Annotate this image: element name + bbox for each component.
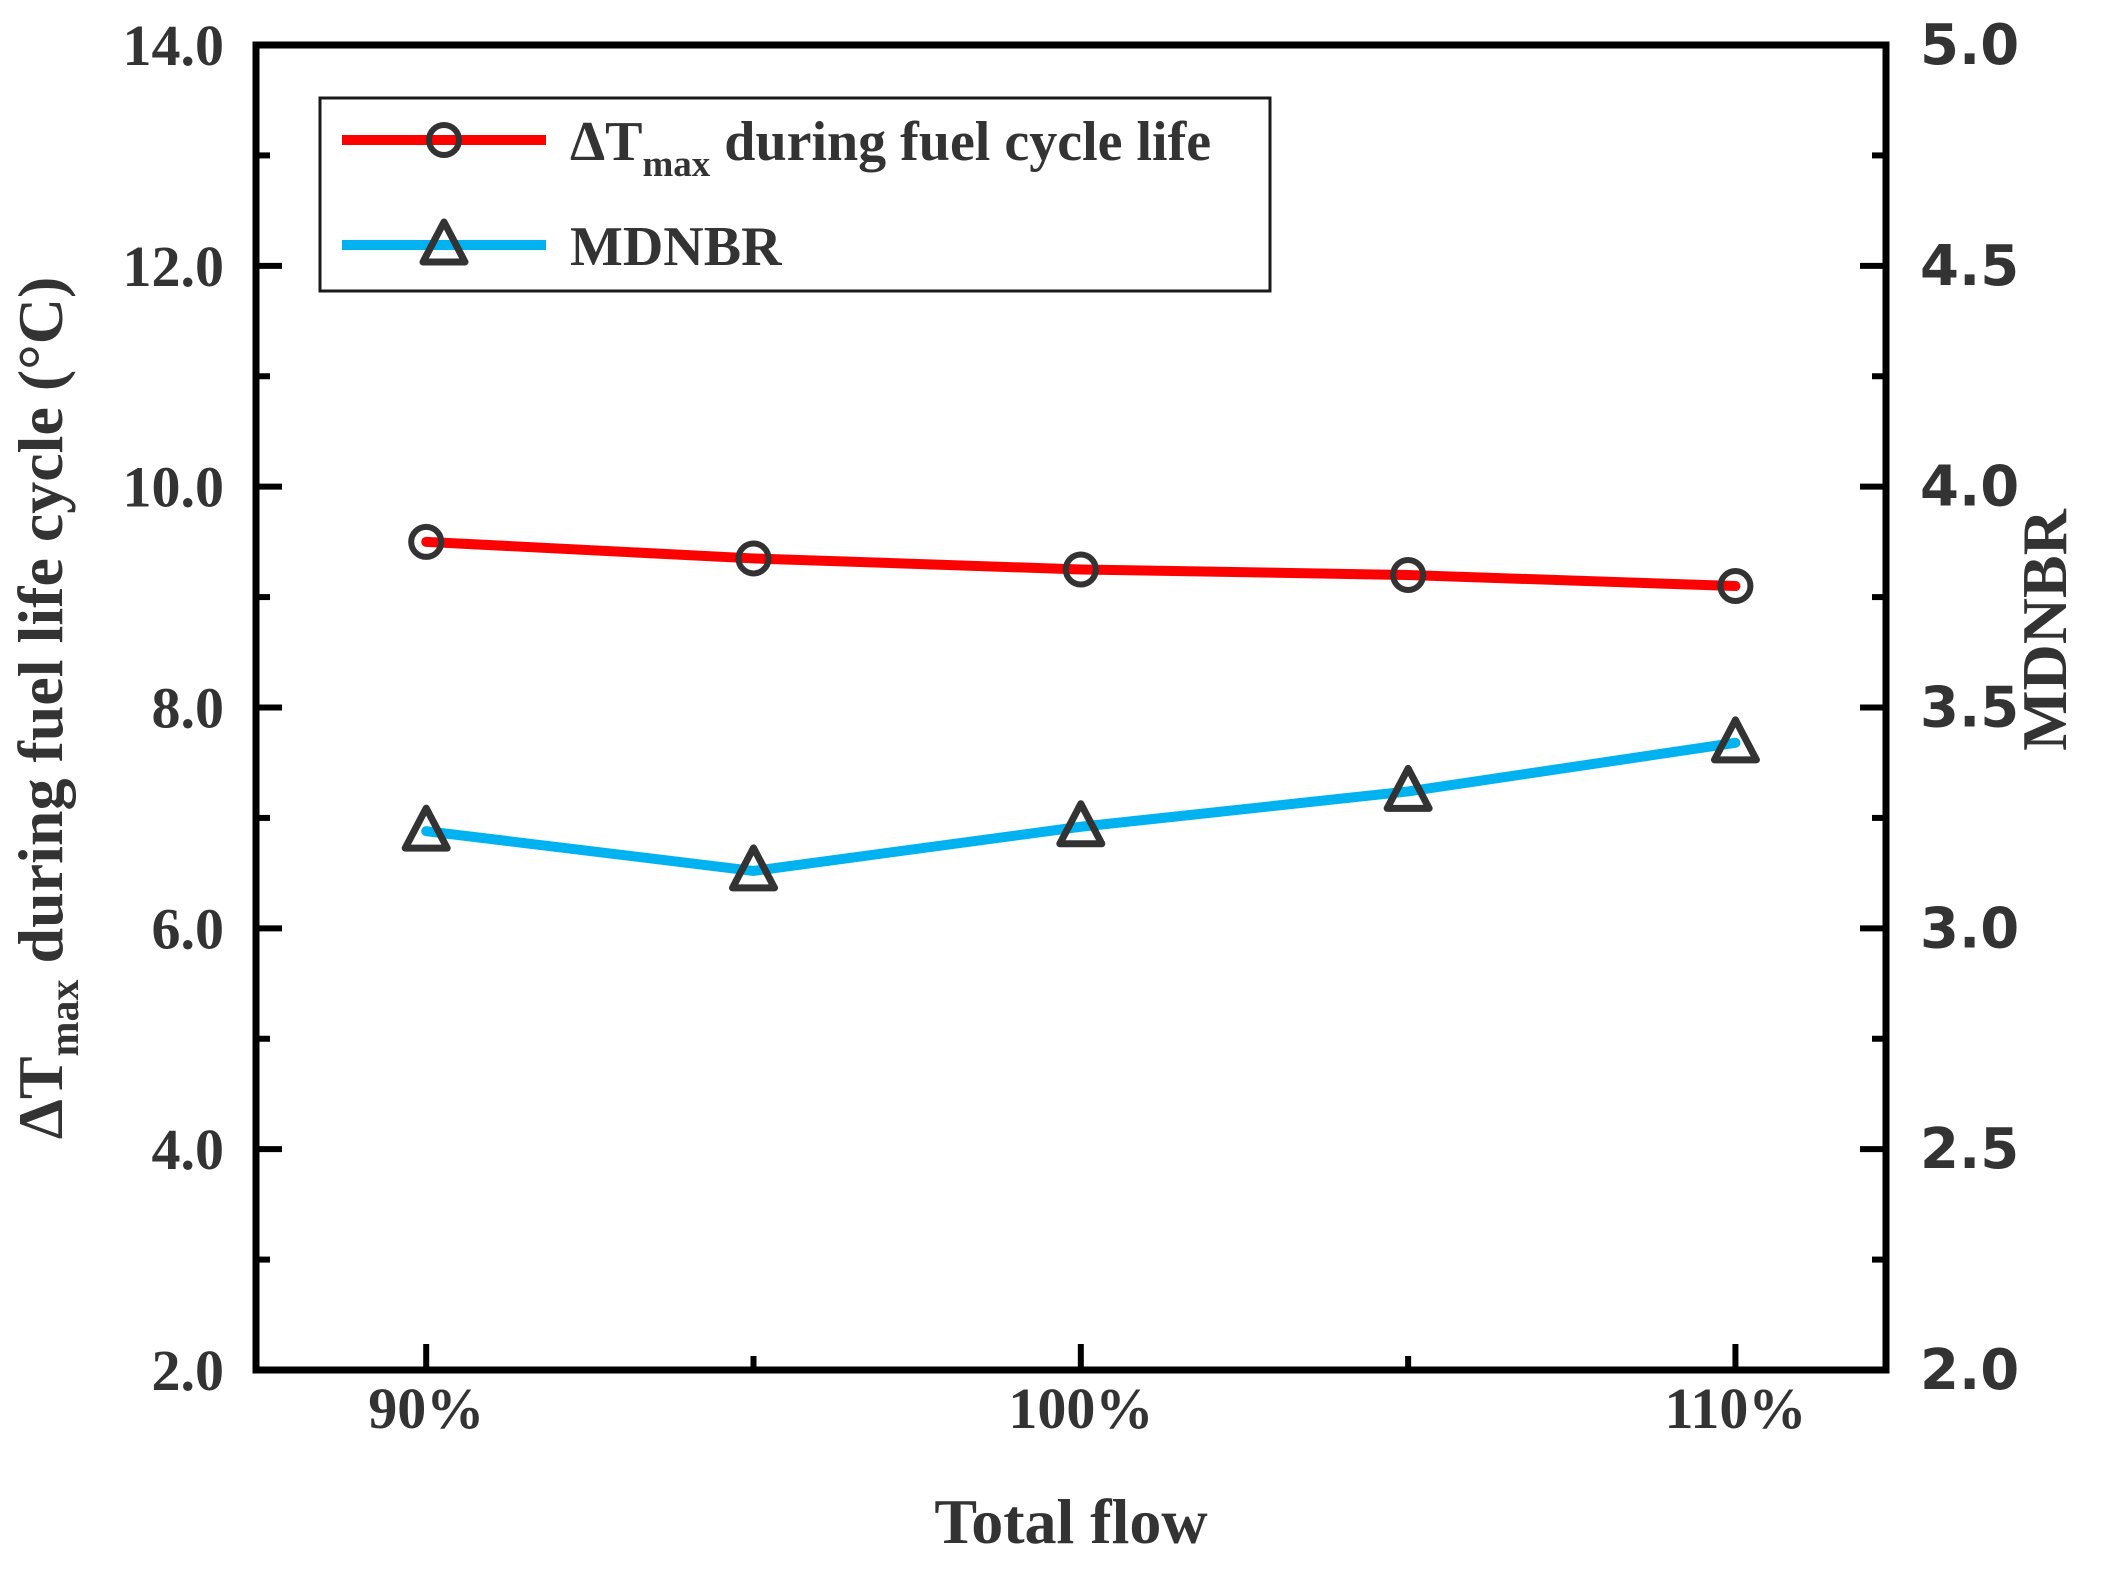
left-axis-tick-label: 6.0 — [152, 896, 225, 961]
y-axis-right-title: MDNBR — [2009, 508, 2080, 751]
x-axis-tick-label: 100% — [1008, 1376, 1153, 1441]
data-point-marker-triangle — [401, 804, 451, 852]
right-axis-tick-label: 5.0 — [1920, 13, 2019, 78]
series-dtmax-line — [421, 536, 1741, 592]
y-axis-left-title: ΔTmax during fuel life cycle (°C) — [5, 277, 88, 1140]
data-point-marker-circle — [1717, 568, 1754, 605]
right-axis-tick-label: 3.5 — [1920, 676, 2019, 741]
right-axis-tick-label: 4.0 — [1920, 455, 2019, 520]
data-point-marker-triangle — [1383, 764, 1433, 812]
left-axis-tick-label: 4.0 — [152, 1117, 225, 1182]
right-axis-tick-label: 3.0 — [1920, 896, 2019, 961]
data-point-marker-circle — [1390, 557, 1427, 593]
right-axis-tick-label: 4.5 — [1920, 234, 2019, 299]
data-point-marker-circle — [426, 122, 462, 158]
left-axis-tick-label: 14.0 — [123, 13, 225, 78]
data-point-marker-triangle — [419, 218, 469, 266]
x-axis-tick-label: 110% — [1665, 1376, 1807, 1441]
x-axis-title: Total flow — [934, 1486, 1207, 1557]
data-point-marker-triangle — [729, 844, 779, 892]
left-axis-tick-label: 10.0 — [123, 455, 225, 520]
left-axis-tick-label: 12.0 — [123, 234, 225, 299]
right-axis-tick-label: 2.0 — [1920, 1338, 2019, 1403]
data-point-marker-circle — [408, 523, 445, 560]
legend-box — [318, 96, 1272, 293]
x-axis-tick-label: 90% — [368, 1376, 484, 1441]
data-point-marker-circle — [1062, 551, 1099, 588]
legend-mdnbr-label: MDNBR — [570, 216, 782, 278]
right-axis-tick-label: 2.5 — [1920, 1117, 2019, 1182]
data-point-marker-circle — [735, 540, 772, 577]
series-mdnbr-line — [421, 737, 1741, 876]
left-axis-tick-label: 2.0 — [152, 1338, 225, 1403]
left-axis-tick-label: 8.0 — [152, 676, 225, 741]
data-point-marker-triangle — [1710, 716, 1760, 764]
legend-dtmax-label: ΔTmax during fuel cycle life — [570, 111, 1211, 185]
data-point-marker-triangle — [1056, 800, 1106, 848]
